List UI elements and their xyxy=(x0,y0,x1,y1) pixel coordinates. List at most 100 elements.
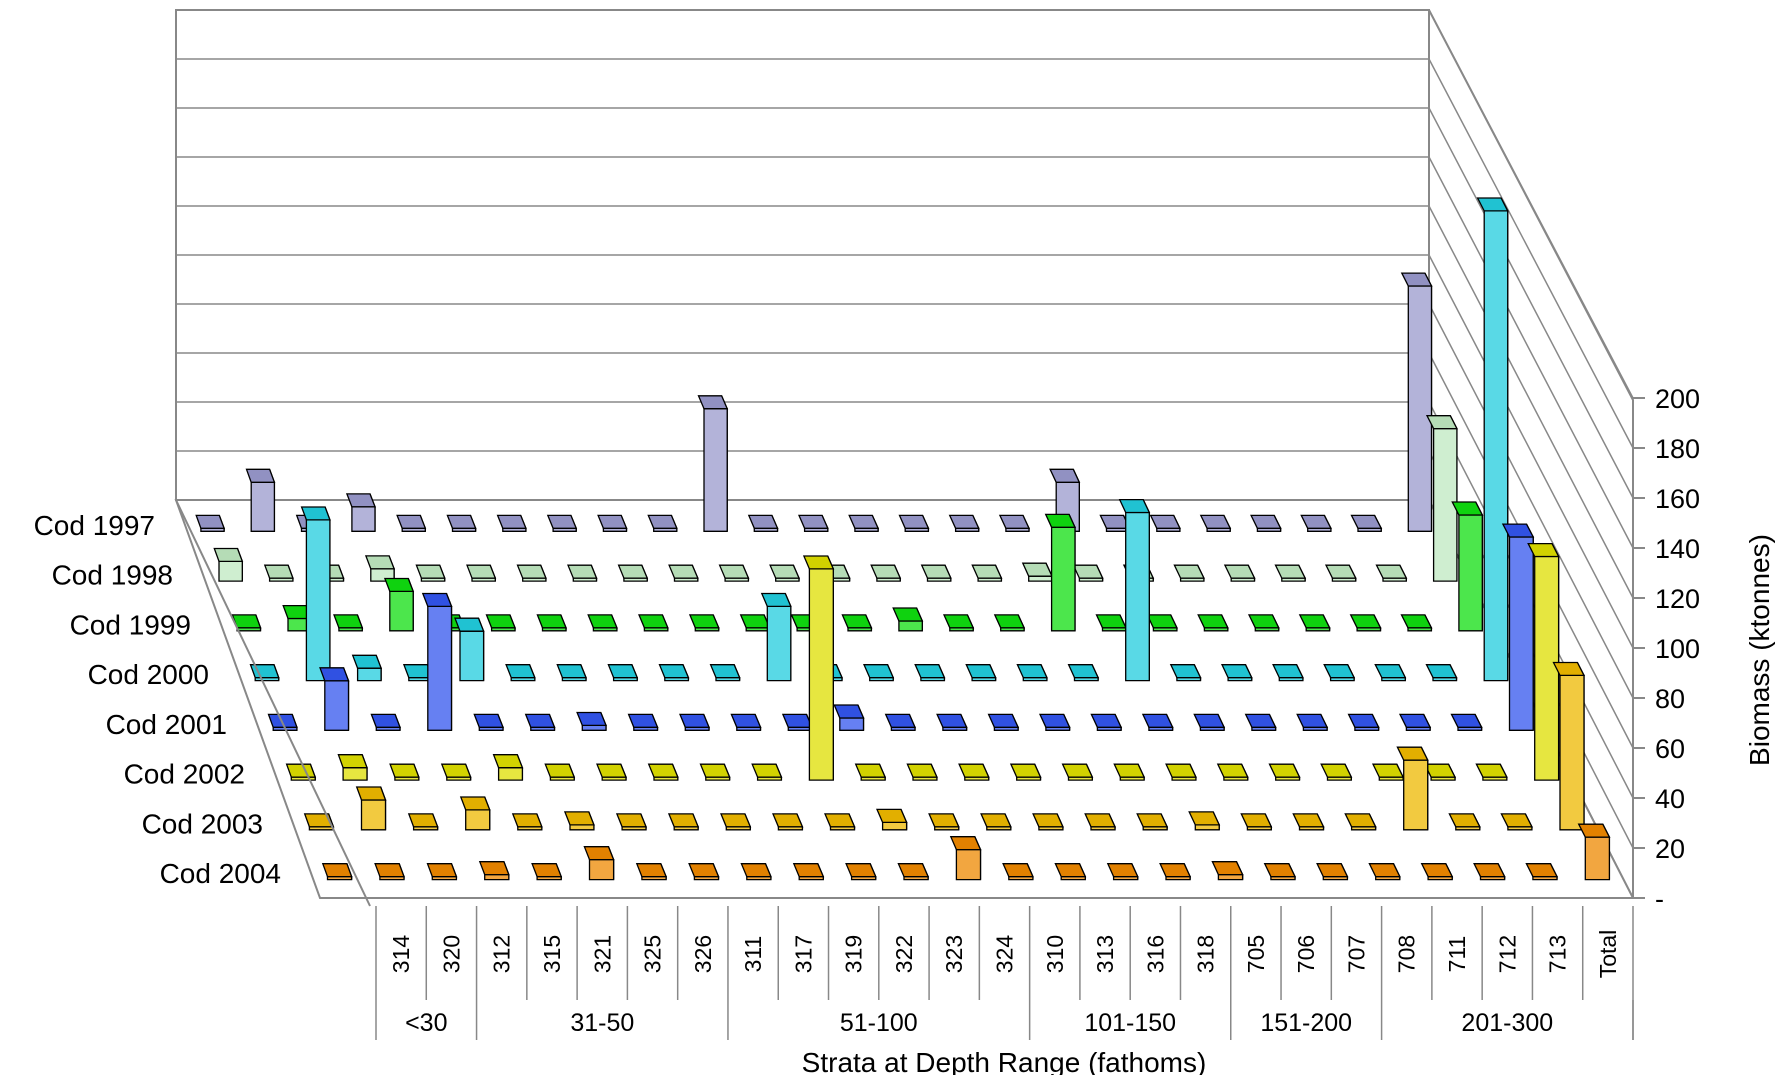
bar-top-face xyxy=(1500,813,1533,828)
bar-cod-2003-712 xyxy=(1448,813,1481,831)
bar-cod-2004-326 xyxy=(635,863,668,881)
bar-cod-2003-711 xyxy=(1396,746,1429,831)
bar-top-face xyxy=(1223,564,1256,579)
bar-cod-1999-311 xyxy=(587,614,618,632)
bar-top-face xyxy=(321,863,353,878)
bar-cod-2001-711 xyxy=(1347,713,1380,731)
bar-cod-2000-total xyxy=(1476,197,1509,682)
bar-cod-1997-311 xyxy=(546,514,578,532)
bar-cod-1997-322 xyxy=(697,395,729,532)
bar-top-face xyxy=(1577,823,1611,838)
bar-cod-2002-321 xyxy=(492,754,524,781)
bar-cod-2004-321 xyxy=(531,863,563,881)
bar-top-face xyxy=(627,713,659,728)
bar-top-face xyxy=(772,813,804,828)
bar-cod-1999-705 xyxy=(1095,614,1128,632)
bar-top-face xyxy=(1021,562,1054,577)
bar-top-face xyxy=(1188,811,1221,826)
category-tick-label: 705 xyxy=(1243,935,1269,973)
gridline-side xyxy=(1428,303,1634,699)
bar-top-face xyxy=(848,514,880,529)
bar-cod-1998-712 xyxy=(1324,564,1357,582)
bar-top-face xyxy=(195,514,226,529)
bar-top-face xyxy=(751,763,783,778)
bar-front-face xyxy=(1194,824,1220,831)
bar-cod-2004-319 xyxy=(792,863,825,881)
bar-top-face xyxy=(1476,197,1509,212)
bar-top-face xyxy=(1368,863,1401,878)
bar-cod-2002-324 xyxy=(906,763,938,781)
bar-cod-2002-325 xyxy=(544,763,576,781)
bar-top-face xyxy=(730,713,762,728)
depth-group-label: 51-100 xyxy=(840,1009,918,1037)
bar-top-face xyxy=(884,713,916,728)
bar-top-face xyxy=(1240,813,1273,828)
bar-cod-2001-326 xyxy=(576,711,607,731)
bar-cod-2004-706 xyxy=(1263,863,1297,881)
bar-cod-2000-316 xyxy=(1016,664,1048,682)
bar-cod-2001-313 xyxy=(987,713,1020,731)
bar-cod-2002-707 xyxy=(1268,763,1301,781)
bar-cod-2003-315 xyxy=(459,796,491,831)
bar-cod-2001-705 xyxy=(1141,713,1174,731)
bar-cod-1997-total xyxy=(1400,272,1433,532)
bar-cod-1998-319 xyxy=(668,564,699,582)
value-tick-label: 200 xyxy=(1655,384,1700,414)
bar-top-face xyxy=(1016,664,1048,679)
bar-cod-2000-320 xyxy=(300,506,331,682)
bar-top-face xyxy=(567,564,598,579)
bar-top-face xyxy=(1084,813,1117,828)
bar-cod-1998-316 xyxy=(971,564,1003,582)
bar-cod-1997-325 xyxy=(446,514,477,532)
depth-group-label: 201-300 xyxy=(1461,1009,1553,1037)
bar-top-face xyxy=(1374,664,1407,679)
bar-cod-2000-326 xyxy=(556,664,587,682)
bar-front-face xyxy=(1028,575,1053,582)
category-tick-label: 311 xyxy=(740,936,766,973)
bar-cod-2003-318 xyxy=(1136,813,1169,831)
bar-top-face xyxy=(1375,564,1408,579)
bar-cod-1999-316 xyxy=(993,614,1026,632)
bar-front-face xyxy=(250,481,276,532)
bar-cod-2004-322 xyxy=(845,863,877,881)
bar-cod-1997-310 xyxy=(848,514,880,532)
bar-top-face xyxy=(1451,501,1484,516)
bar-top-face xyxy=(1425,664,1458,679)
bar-cod-2001-713 xyxy=(1450,713,1483,731)
bar-cod-1997-324 xyxy=(798,514,829,532)
bar-cod-1999-325 xyxy=(485,614,516,632)
bar-cod-2003-322 xyxy=(824,813,856,831)
bar-top-face xyxy=(647,514,678,529)
bar-cod-2001-324 xyxy=(884,713,916,731)
category-tick-label: 318 xyxy=(1193,935,1219,973)
bar-top-face xyxy=(478,861,510,876)
gridline-side xyxy=(1428,58,1634,449)
bar-cod-1998-326 xyxy=(516,564,547,582)
bar-cod-2004-313 xyxy=(1054,863,1087,881)
bar-top-face xyxy=(1324,564,1357,579)
bar-cod-1999-707 xyxy=(1197,614,1229,632)
bar-top-face xyxy=(1475,763,1508,778)
bar-front-face xyxy=(497,767,524,781)
bar-cod-2002-326 xyxy=(596,763,627,781)
bar-cod-2003-706 xyxy=(1240,813,1273,831)
bar-top-face xyxy=(1038,713,1071,728)
bar-top-face xyxy=(370,713,401,728)
bar-top-face xyxy=(285,763,317,778)
bar-cod-2000-322 xyxy=(760,592,792,682)
bar-top-face xyxy=(249,664,280,679)
bar-top-face xyxy=(1099,514,1131,529)
bar-cod-1999-708 xyxy=(1247,614,1280,632)
bar-top-face xyxy=(1216,763,1249,778)
bar-top-face xyxy=(739,614,771,629)
bar-top-face xyxy=(1552,661,1586,677)
bar-cod-2000-711 xyxy=(1323,664,1356,682)
bar-top-face xyxy=(1450,713,1483,728)
bar-top-face xyxy=(740,863,772,878)
gridline-side xyxy=(1428,254,1634,649)
bar-front-face xyxy=(389,590,414,632)
bar-cod-2004-713 xyxy=(1525,863,1559,881)
bar-top-face xyxy=(949,836,982,851)
bar-top-face xyxy=(263,564,294,579)
